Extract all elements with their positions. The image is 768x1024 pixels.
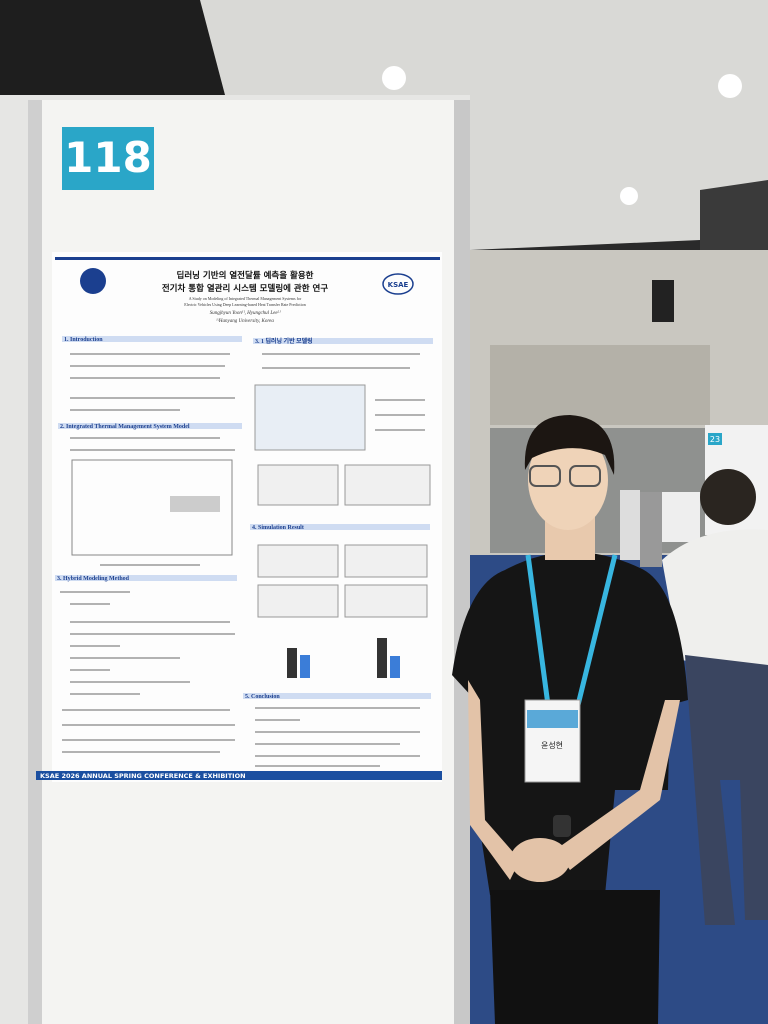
ceiling-light <box>620 187 638 205</box>
presenter-hair <box>524 415 615 475</box>
watch <box>553 815 571 837</box>
side-sign-number: 23 <box>710 435 720 444</box>
bystander <box>662 492 700 542</box>
lanyard <box>525 554 618 706</box>
bystander-head <box>700 469 756 525</box>
ceiling <box>190 0 768 250</box>
dark-ceiling <box>0 0 225 95</box>
poster-footer: KSAE 2026 ANNUAL SPRING CONFERENCE & EXH… <box>40 772 246 780</box>
bystander-shirt <box>662 529 768 670</box>
section-bar <box>253 338 433 344</box>
plot <box>257 584 339 618</box>
section-heading: 1. Introduction <box>64 337 103 343</box>
section-heading: 4. Simulation Result <box>252 525 304 531</box>
section-heading: 2. Integrated Thermal Management System … <box>60 424 190 430</box>
section-heading: 5. Conclusion <box>245 694 280 700</box>
poster-authors: Sungjhyun Yoon¹⁾, Hyungchul Lee²⁾ <box>210 310 281 316</box>
bystander <box>620 490 640 560</box>
ksae-logo <box>382 273 414 295</box>
booth-number: 118 <box>64 133 152 182</box>
presenter-pants <box>490 890 660 1024</box>
badge-banner <box>527 710 578 728</box>
glasses <box>569 465 601 487</box>
presenter-hands <box>510 838 570 882</box>
speaker <box>652 280 674 322</box>
bar-icon <box>300 655 310 678</box>
plot <box>344 464 431 506</box>
plot <box>344 584 428 618</box>
section-bar <box>243 693 431 699</box>
bar-icon <box>377 638 387 678</box>
section-bar <box>58 423 242 429</box>
ksae-logo-text: KSAE <box>388 281 409 289</box>
lstm-diagram <box>254 384 366 451</box>
plot <box>344 544 428 578</box>
ceiling-light <box>382 66 406 90</box>
poster-footer-bar <box>36 771 442 780</box>
poster-subtitle: A Study on Modeling of Integrated Therma… <box>189 296 302 301</box>
system-diagram <box>71 459 233 556</box>
section-heading: 3. 1 딥러닝 기반 모델링 <box>255 337 313 345</box>
bar-icon <box>390 656 400 678</box>
section-bar <box>55 575 237 581</box>
bar-icon <box>287 648 297 678</box>
poster <box>52 252 442 782</box>
poster-title: 딥러닝 기반의 열전달률 예측을 활용한 <box>177 270 314 281</box>
poster-subtitle: Electric Vehicles Using Deep Learning-ba… <box>184 302 305 307</box>
booth-number-tile <box>62 127 154 190</box>
plot <box>257 544 339 578</box>
side-sign-tile <box>708 433 722 445</box>
wall-panel <box>490 345 710 425</box>
poster-title: 전기차 통합 열관리 시스템 모델링에 관한 연구 <box>162 283 329 294</box>
board-frame <box>454 100 470 1024</box>
glasses <box>529 465 561 487</box>
bystander-pants <box>685 655 768 925</box>
badge-name: 윤성현 <box>541 741 563 750</box>
section-bar <box>62 336 242 342</box>
poster-top-rule <box>55 257 440 260</box>
section-bar <box>250 524 430 530</box>
bystander <box>640 492 662 567</box>
ceiling-beam <box>700 180 768 252</box>
board-frame <box>28 100 42 1024</box>
university-logo <box>80 268 106 294</box>
presenter-arm <box>468 680 520 880</box>
section-heading: 3. Hybrid Modeling Method <box>57 576 130 582</box>
presenter-face <box>528 430 608 530</box>
poster-affiliation: ¹⁾Hanyang University, Korea <box>216 318 274 324</box>
ceiling-light <box>718 74 742 98</box>
diagram-block <box>170 496 220 512</box>
plot <box>257 464 339 506</box>
